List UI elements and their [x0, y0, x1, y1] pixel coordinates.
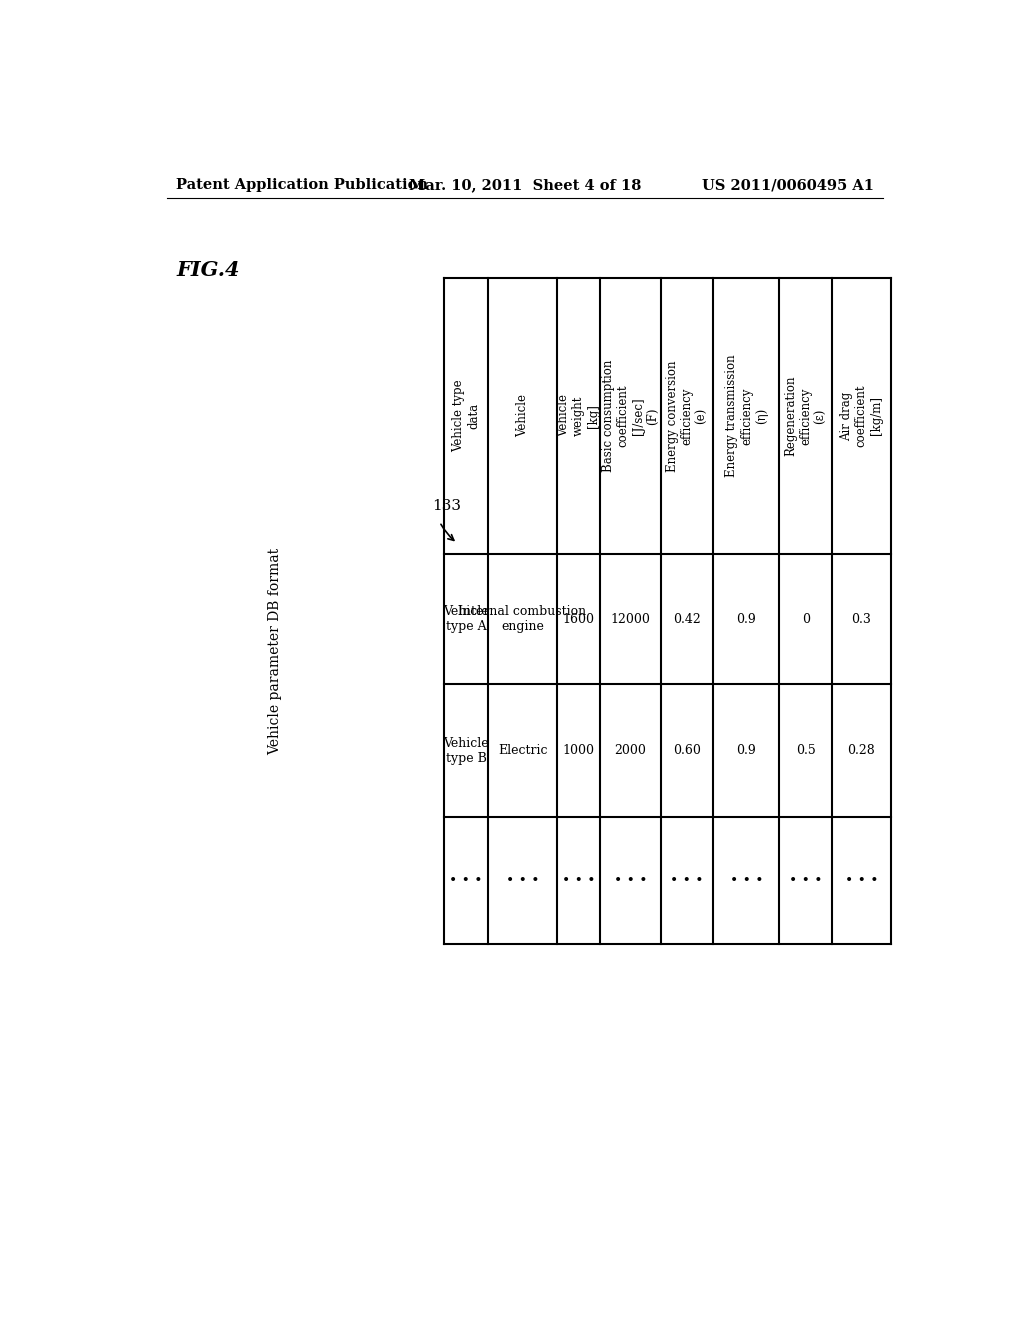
Text: 0.28: 0.28	[848, 744, 876, 758]
Text: • • •: • • •	[790, 874, 822, 887]
Text: 133: 133	[432, 499, 461, 512]
Text: • • •: • • •	[730, 874, 763, 887]
Text: 0.9: 0.9	[736, 744, 757, 758]
Text: 0.42: 0.42	[673, 612, 700, 626]
Text: Vehicle
type B: Vehicle type B	[443, 737, 488, 764]
Text: Vehicle type
data: Vehicle type data	[452, 380, 480, 453]
Text: Regeneration
efficiency
(ε): Regeneration efficiency (ε)	[784, 376, 827, 457]
Text: • • •: • • •	[506, 874, 540, 887]
Text: Internal combustion
engine: Internal combustion engine	[459, 605, 587, 634]
Text: 2000: 2000	[614, 744, 646, 758]
Text: 1000: 1000	[563, 744, 595, 758]
Text: • • •: • • •	[845, 874, 879, 887]
Text: • • •: • • •	[671, 874, 703, 887]
Text: Energy conversion
efficiency
(e): Energy conversion efficiency (e)	[666, 360, 709, 471]
Text: Vehicle
weight
[kg]: Vehicle weight [kg]	[557, 395, 600, 437]
Text: Electric: Electric	[498, 744, 547, 758]
Text: 0.60: 0.60	[673, 744, 701, 758]
Text: • • •: • • •	[613, 874, 647, 887]
Text: 0.9: 0.9	[736, 612, 757, 626]
Text: Patent Application Publication: Patent Application Publication	[176, 178, 428, 193]
Text: • • •: • • •	[450, 874, 483, 887]
Text: 1600: 1600	[563, 612, 595, 626]
Text: Vehicle parameter DB format: Vehicle parameter DB format	[268, 548, 283, 755]
Text: 0.5: 0.5	[796, 744, 816, 758]
Text: 0.3: 0.3	[851, 612, 871, 626]
Text: FIG.4: FIG.4	[176, 260, 240, 280]
Text: Vehicle: Vehicle	[516, 395, 529, 437]
Text: • • •: • • •	[562, 874, 596, 887]
Text: Vehicle
type A: Vehicle type A	[443, 605, 488, 634]
Text: Basic consumption
coefficient
[J/sec]
(F): Basic consumption coefficient [J/sec] (F…	[601, 360, 659, 473]
Text: 0: 0	[802, 612, 810, 626]
Text: US 2011/0060495 A1: US 2011/0060495 A1	[701, 178, 873, 193]
Text: Mar. 10, 2011  Sheet 4 of 18: Mar. 10, 2011 Sheet 4 of 18	[409, 178, 641, 193]
Text: Air drag
coefficient
[kg/m]: Air drag coefficient [kg/m]	[840, 384, 883, 447]
Text: 12000: 12000	[610, 612, 650, 626]
Text: Energy transmission
efficiency
(η): Energy transmission efficiency (η)	[725, 355, 768, 478]
